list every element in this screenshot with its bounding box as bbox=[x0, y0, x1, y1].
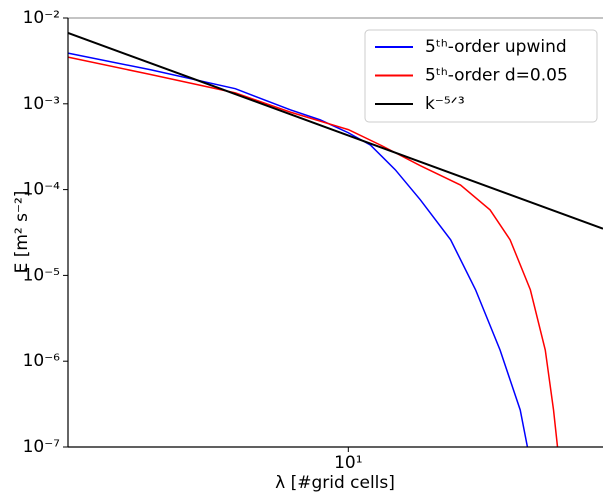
y-tick-label: 10⁻⁴ bbox=[23, 180, 61, 200]
x-tick-label: 10¹ bbox=[334, 453, 362, 473]
y-tick-label: 10⁻⁵ bbox=[23, 265, 60, 285]
y-axis-label: E [m² s⁻²] bbox=[12, 191, 32, 274]
y-tick-label: 10⁻⁶ bbox=[23, 351, 61, 371]
series-line bbox=[67, 31, 603, 230]
series-line bbox=[67, 52, 529, 448]
legend-box bbox=[364, 29, 598, 123]
legend-label: 5ᵗʰ-order upwind bbox=[425, 37, 567, 57]
series-line bbox=[67, 56, 559, 448]
legend-label: k⁻⁵ᐟ³ bbox=[425, 94, 465, 114]
y-tick-label: 10⁻² bbox=[23, 8, 60, 28]
x-axis-label: λ [#grid cells] bbox=[275, 473, 395, 493]
y-tick-label: 10⁻⁷ bbox=[23, 437, 61, 457]
y-tick-label: 10⁻³ bbox=[23, 94, 60, 114]
legend-label: 5ᵗʰ-order d=0.05 bbox=[425, 66, 568, 86]
